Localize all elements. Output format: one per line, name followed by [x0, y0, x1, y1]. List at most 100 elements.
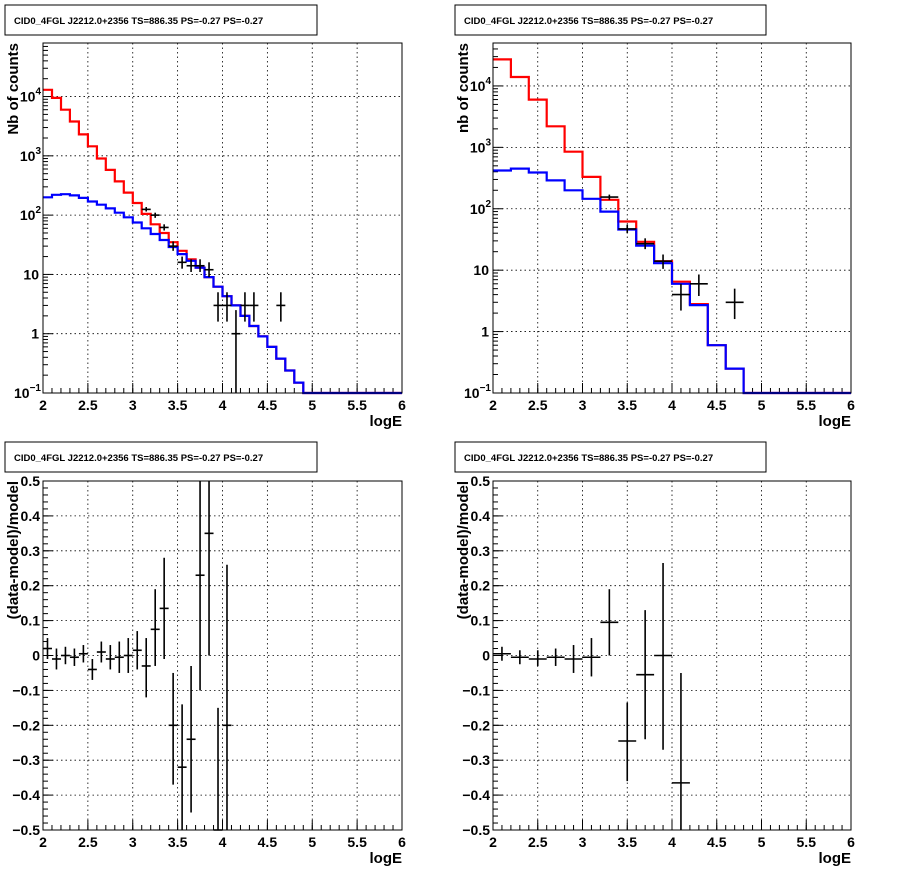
plot-area: [43, 43, 402, 393]
plot-frame: [42, 42, 403, 394]
x-tick-label: 3.5: [618, 834, 638, 850]
chart-title: CID0_4FGL J2212.0+2356 TS=886.35 PS=-0.2…: [464, 16, 713, 27]
data-point: [150, 589, 160, 666]
y-tick-label: 102: [20, 205, 42, 223]
x-tick-label: 4.5: [707, 834, 727, 850]
y-tick-label: 0: [482, 648, 490, 664]
x-tick-label: 5: [758, 397, 766, 413]
data-point: [204, 481, 214, 656]
data-point: [87, 658, 97, 680]
x-tick-label: 2: [489, 397, 497, 413]
x-tick-label: 3: [129, 834, 137, 850]
data-point: [546, 648, 565, 666]
x-tick-label: 5: [758, 834, 766, 850]
data-point: [222, 292, 232, 322]
x-tick-label: 6: [847, 834, 855, 850]
y-tick-label: 10−1: [464, 383, 491, 401]
data-point: [618, 702, 637, 782]
x-tick-label: 5.5: [347, 397, 367, 413]
x-tick-label: 5: [308, 397, 316, 413]
y-tick-label: −0.2: [462, 717, 490, 733]
x-tick-label: 2.5: [78, 834, 98, 850]
plot-area: [43, 481, 402, 830]
x-tick-label: 3: [579, 834, 587, 850]
x-tick-label: 4: [219, 397, 227, 413]
y-tick-label: 103: [20, 146, 42, 164]
x-tick-label: 2: [489, 834, 497, 850]
data-point: [510, 650, 529, 665]
data-point: [213, 292, 223, 322]
y-tick-label: 10: [473, 262, 489, 278]
y-tick-label: 10: [23, 266, 39, 282]
x-tick-label: 4: [219, 834, 227, 850]
data-point: [600, 589, 619, 656]
plot-frame: [492, 42, 852, 394]
data-point: [240, 292, 250, 322]
data-point: [78, 645, 88, 663]
x-tick-label: 2.5: [78, 397, 98, 413]
x-tick-label: 5.5: [347, 834, 367, 850]
x-axis-label: logE: [819, 413, 852, 430]
y-tick-label: 0.1: [21, 613, 41, 629]
x-tick-label: 2.5: [528, 397, 548, 413]
y-tick-label: −0.3: [462, 752, 490, 768]
y-tick-label: −0.4: [462, 787, 490, 803]
y-tick-label: 0.1: [471, 613, 491, 629]
plot-panel-2: 2 2.5 3 3.5 4 4.5 5 5.5 6 10−1 1 10 102 103 104 logE nb …: [454, 4, 855, 430]
data-point: [636, 238, 655, 250]
y-tick-label: −0.5: [462, 822, 490, 838]
y-tick-label: 0.5: [21, 473, 41, 489]
data-point: [600, 194, 619, 200]
y-tick-label: 103: [470, 137, 492, 155]
data-point: [276, 292, 286, 322]
plot-panel-1: 2 2.5 3 3.5 4 4.5 5 5.5 6 10−1 1 10 102 103 104 logE Nb …: [4, 4, 406, 430]
y-tick-label: 0.5: [471, 473, 491, 489]
x-tick-label: 4: [668, 834, 676, 850]
data-point: [231, 310, 241, 393]
data-point: [636, 610, 655, 740]
y-tick-label: −0.1: [462, 682, 490, 698]
data-point: [249, 292, 259, 322]
data-point: [43, 638, 52, 659]
y-axis-label: nb of counts: [455, 43, 472, 133]
y-tick-label: 0.3: [21, 543, 41, 559]
data-point: [141, 638, 151, 698]
y-tick-label: −0.5: [12, 822, 40, 838]
x-axis-label: logE: [370, 413, 403, 430]
data-point: [528, 650, 547, 666]
data-point: [51, 648, 61, 670]
data-point: [222, 564, 232, 830]
data-point: [493, 646, 511, 661]
data-point: [105, 645, 115, 670]
y-tick-label: −0.4: [12, 787, 40, 803]
data-point: [159, 557, 169, 659]
x-tick-label: 4.5: [258, 397, 278, 413]
data-point: [132, 631, 142, 670]
data-point: [96, 641, 106, 663]
data-point: [168, 241, 178, 251]
data-point: [195, 259, 205, 272]
data-point: [564, 645, 583, 673]
y-tick-label: 0.2: [471, 578, 491, 594]
chart-title: CID0_4FGL J2212.0+2356 TS=886.35 PS=-0.2…: [14, 16, 263, 27]
y-tick-label: −0.2: [12, 717, 40, 733]
data-point: [195, 481, 205, 691]
y-axis-label: Nb of counts: [5, 43, 22, 135]
y-tick-label: 0.2: [21, 578, 41, 594]
x-tick-label: 4: [668, 397, 676, 413]
y-tick-label: 0.4: [471, 508, 491, 524]
x-tick-label: 3.5: [618, 397, 638, 413]
y-tick-label: 0.3: [471, 543, 491, 559]
x-tick-label: 2: [39, 834, 47, 850]
title-box: [454, 4, 767, 36]
x-tick-label: 3: [579, 397, 587, 413]
title-box: [4, 4, 318, 36]
x-tick-label: 4.5: [258, 834, 278, 850]
y-tick-label: 1: [31, 326, 39, 342]
title-box: [4, 441, 318, 473]
plot-area: [493, 43, 851, 393]
data-point: [204, 262, 214, 278]
data-point: [618, 224, 637, 234]
x-tick-label: 6: [398, 834, 406, 850]
